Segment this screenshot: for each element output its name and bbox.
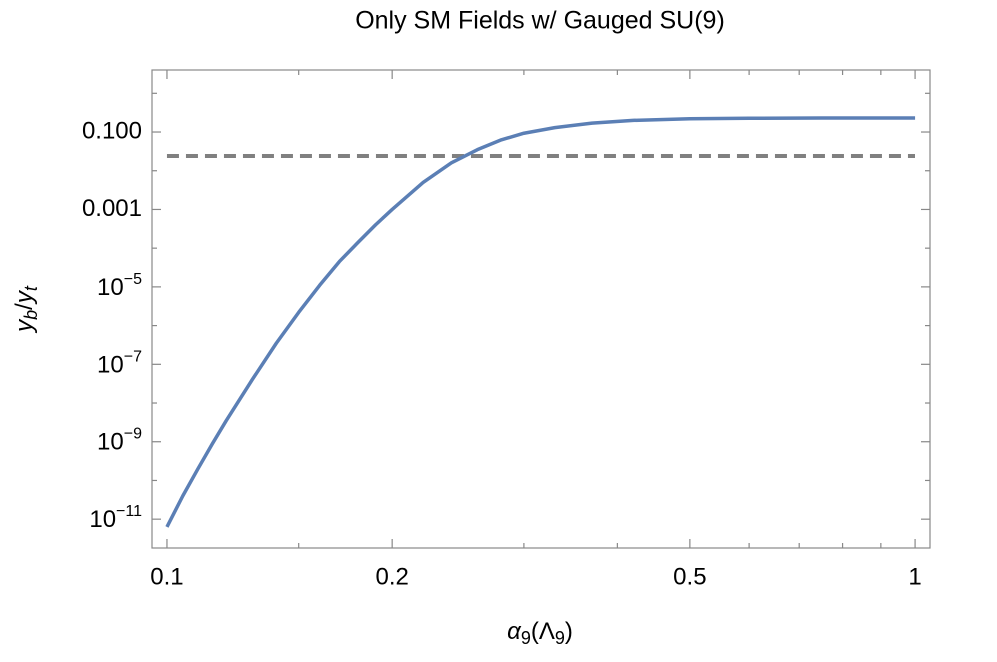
axis-label-part: ) bbox=[565, 618, 573, 645]
y-tick-label: 0.100 bbox=[82, 117, 142, 144]
y-tick-label-base: 10 bbox=[97, 352, 124, 379]
axis-label-part: / bbox=[11, 303, 38, 310]
x-axis-label: α9(Λ9) bbox=[507, 618, 573, 647]
x-tick-label: 1 bbox=[908, 563, 921, 590]
x-tick-label: 0.5 bbox=[673, 563, 706, 590]
y-tick-label-exponent: −7 bbox=[124, 349, 142, 366]
axis-label-part: α bbox=[507, 618, 522, 645]
y-tick-label-exponent: −5 bbox=[124, 271, 142, 288]
y-tick-label-exponent: −11 bbox=[116, 503, 142, 520]
y-tick-label: 10−7 bbox=[97, 349, 142, 379]
axis-label-part: 9 bbox=[521, 628, 531, 648]
y-tick-label: 0.001 bbox=[82, 195, 142, 222]
y-tick-label-base: 10 bbox=[97, 274, 124, 301]
chart-title: Only SM Fields w/ Gauged SU(9) bbox=[355, 7, 725, 35]
x-tick-label: 0.1 bbox=[150, 563, 183, 590]
y-tick-label-base: 10 bbox=[97, 429, 124, 456]
data-line bbox=[165, 116, 916, 528]
axis-label-part: (Λ bbox=[531, 618, 555, 645]
axis-label-part: 9 bbox=[555, 628, 565, 648]
x-tick-label: 0.2 bbox=[375, 563, 408, 590]
y-tick-label-exponent: −9 bbox=[124, 426, 142, 443]
axis-label-part: y bbox=[11, 318, 38, 334]
y-tick-label-base: 10 bbox=[89, 507, 116, 534]
axis-label-part: y bbox=[11, 289, 38, 305]
axis-label-part: t bbox=[21, 285, 41, 291]
y-tick-label: 10−9 bbox=[97, 426, 142, 456]
plot-frame bbox=[151, 69, 931, 549]
y-tick-label: 10−5 bbox=[97, 271, 142, 301]
y-axis-label: yb/yt bbox=[11, 285, 40, 334]
axis-label-part: b bbox=[21, 310, 41, 320]
y-tick-label: 10−11 bbox=[89, 503, 142, 533]
